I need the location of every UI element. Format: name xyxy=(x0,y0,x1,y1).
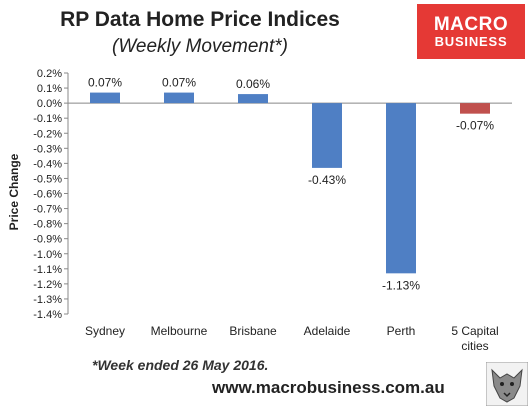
y-tick-label: -0.8% xyxy=(33,219,62,231)
logo-line1: MACRO xyxy=(433,13,509,35)
y-tick-label: -1.2% xyxy=(33,279,62,291)
data-label: 0.07% xyxy=(162,76,196,90)
y-tick-label: -0.4% xyxy=(33,158,62,170)
data-label: -0.43% xyxy=(308,173,346,187)
bar xyxy=(460,103,490,114)
chart-axes: 0.2% 0.1% 0.0% -0.1% -0.2% -0.3% -0.4% -0.5% -0.… xyxy=(33,68,512,321)
y-tick-label: -1.0% xyxy=(33,249,62,261)
x-tick-label: Brisbane xyxy=(229,324,277,338)
y-tick-label: -0.3% xyxy=(33,143,62,155)
y-tick-label: -0.6% xyxy=(33,189,62,201)
x-tick-label: Melbourne xyxy=(151,324,208,338)
data-label: 0.06% xyxy=(236,77,270,91)
y-tick-label: -0.9% xyxy=(33,234,62,246)
logo-line2: BUSINESS xyxy=(434,33,508,49)
data-label: 0.07% xyxy=(88,76,122,90)
y-axis-label: Price Change xyxy=(7,153,21,230)
y-tick-label: -1.3% xyxy=(33,294,62,306)
x-tick-label: Perth xyxy=(387,324,416,338)
chart-labels: 0.07% Sydney 0.07% Melbourne 0.06% Brisbane -0… xyxy=(85,76,499,353)
y-tick-label: -0.5% xyxy=(33,173,62,185)
bar xyxy=(386,103,416,274)
x-tick-label: 5 Capital xyxy=(451,324,498,338)
y-tick-label: -1.4% xyxy=(33,309,62,321)
chart-subtitle: (Weekly Movement*) xyxy=(112,36,288,57)
chart-title: RP Data Home Price Indices xyxy=(60,8,340,31)
macrobusiness-logo: MACRO BUSINESS xyxy=(417,4,525,59)
y-tick-label: 0.0% xyxy=(37,98,62,110)
y-tick-label: -1.1% xyxy=(33,264,62,276)
bar xyxy=(238,94,268,104)
y-tick-label: -0.2% xyxy=(33,128,62,140)
bar xyxy=(164,92,194,104)
x-tick-label: cities xyxy=(461,339,488,353)
data-label: -0.07% xyxy=(456,119,494,133)
x-tick-label: Sydney xyxy=(85,324,125,338)
bar xyxy=(312,103,342,168)
y-tick-label: 0.2% xyxy=(37,68,62,80)
website-url: www.macrobusiness.com.au xyxy=(212,378,445,397)
x-tick-label: Adelaide xyxy=(304,324,351,338)
y-tick-label: -0.7% xyxy=(33,204,62,216)
wolf-mascot-icon xyxy=(486,362,528,406)
chart-bars xyxy=(90,92,490,274)
y-tick-label: -0.1% xyxy=(33,113,62,125)
data-label: -1.13% xyxy=(382,278,420,292)
bar xyxy=(90,92,120,104)
footnote: *Week ended 26 May 2016. xyxy=(92,357,269,373)
y-tick-label: 0.1% xyxy=(37,83,62,95)
